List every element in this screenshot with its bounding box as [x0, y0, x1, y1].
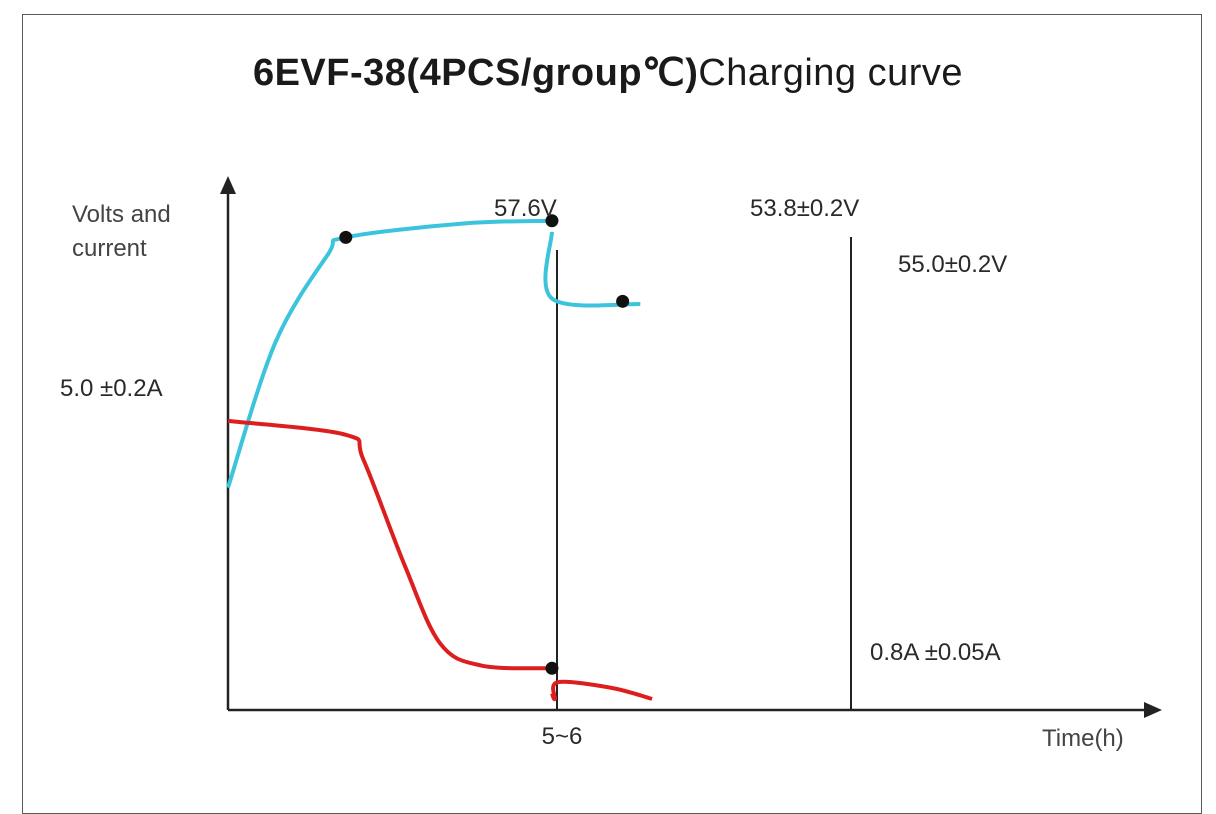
voltage-marker-3 [616, 294, 630, 308]
chart-title-bold: 6EVF-38(4PCS/group℃) [252, 52, 699, 94]
x-axis-arrow [1144, 702, 1162, 718]
current-line-segment-1 [227, 418, 553, 671]
y-axis-label-line-2: current [72, 235, 147, 262]
annotation-current-initial: 5.0 ±0.2A [60, 375, 163, 402]
annotation-voltage-peak: 57.6V [494, 195, 557, 222]
x-axis-label: Time(h) [1042, 725, 1124, 752]
chart-title: 6EVF-38(4PCS/group℃)Charging curve [0, 50, 1216, 95]
current-line-segment-2 [550, 679, 653, 702]
voltage-marker-2 [545, 214, 559, 228]
annotation-voltage-end: 53.8±0.2V [750, 195, 859, 222]
x-tick-label: 5~6 [542, 723, 583, 750]
voltage-line-segment-2 [543, 231, 641, 308]
current-marker-1 [545, 661, 559, 675]
y-axis-arrow [220, 176, 236, 194]
chart-title-rest: Charging curve [698, 52, 964, 94]
y-axis-label-line-1: Volts and [72, 201, 171, 228]
annotation-voltage-float: 55.0±0.2V [898, 251, 1007, 278]
voltage-line-segment-1 [226, 218, 553, 489]
chart-frame [22, 14, 1202, 814]
voltage-marker-1 [339, 230, 353, 244]
annotation-current-end: 0.8A ±0.05A [870, 639, 1001, 666]
